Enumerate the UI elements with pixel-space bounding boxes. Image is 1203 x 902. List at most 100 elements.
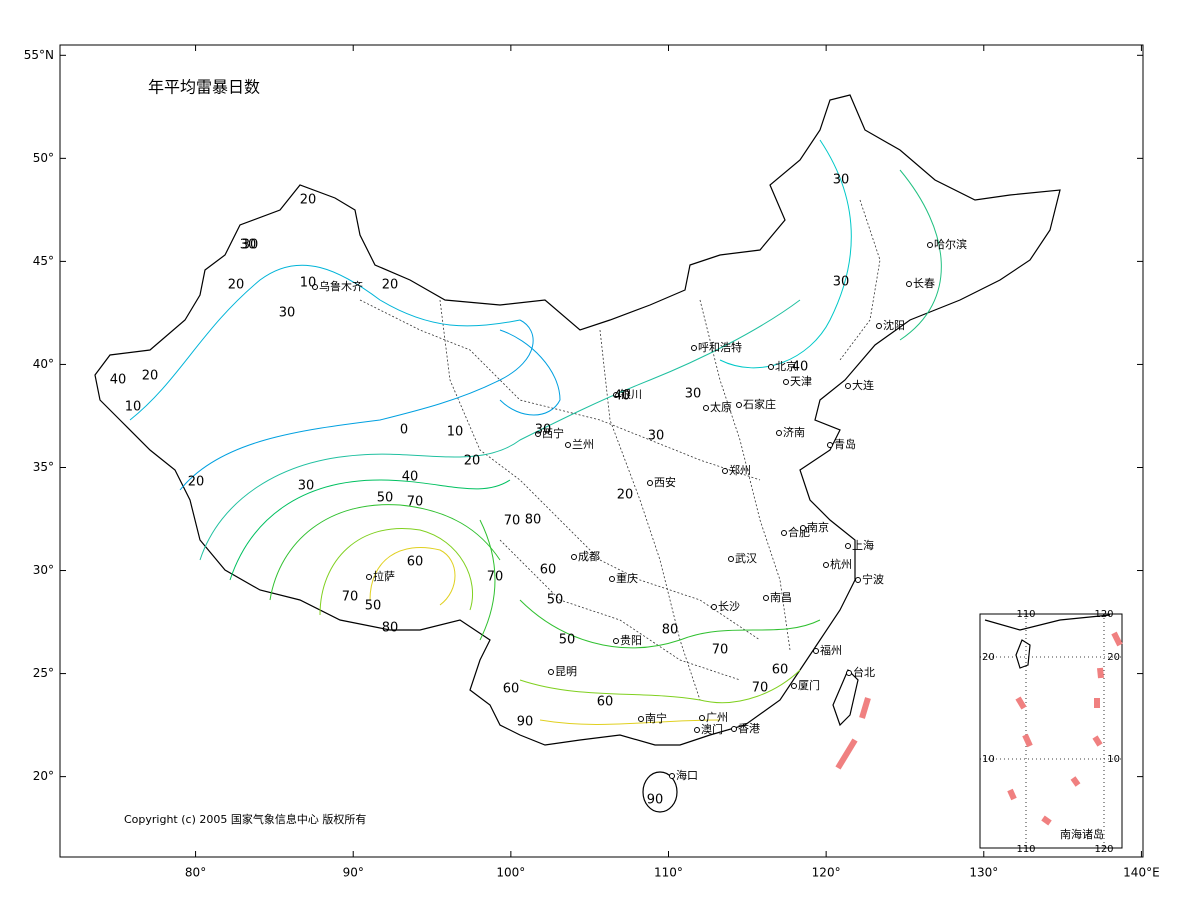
contour-label: 10	[300, 276, 317, 291]
dashed-boundary	[835, 631, 1123, 826]
contour-label: 80	[525, 513, 542, 528]
city-label: 福州	[820, 643, 842, 657]
city-label: 海口	[676, 768, 698, 782]
contour-label: 60	[407, 555, 424, 570]
city-marker	[731, 726, 737, 732]
y-tick-label: 55°N	[24, 48, 54, 62]
city-marker	[728, 556, 734, 562]
contour-label: 0	[400, 423, 408, 438]
contour-label: 10	[447, 425, 464, 440]
city-marker	[763, 595, 769, 601]
contour-label: 30	[240, 238, 257, 253]
city-label: 石家庄	[743, 397, 776, 411]
city-label: 西安	[654, 475, 676, 489]
city-label: 青岛	[834, 437, 856, 451]
contour-label: 70	[712, 643, 729, 658]
contour-label: 50	[559, 633, 576, 648]
contour-label: 10	[125, 400, 142, 415]
city-label: 宁波	[862, 572, 884, 586]
contour-label: 30	[685, 387, 702, 402]
city-marker	[548, 669, 554, 675]
city-label: 北京	[775, 359, 797, 373]
contour-label: 90	[647, 793, 664, 808]
contour-label: 60	[597, 695, 614, 710]
city-label: 乌鲁木齐	[319, 279, 363, 293]
x-tick-label: 130°	[969, 866, 998, 880]
contour-label: 40	[614, 389, 631, 404]
contour-label: 20	[188, 475, 205, 490]
contour-label: 80	[382, 621, 399, 636]
city-marker	[845, 543, 851, 549]
contour-label: 30	[833, 275, 850, 290]
x-tick-label: 80°	[185, 866, 206, 880]
taiwan-outline	[832, 668, 859, 727]
hainan-outline	[642, 771, 678, 813]
contour-label: 40	[402, 470, 419, 485]
city-marker	[823, 562, 829, 568]
city-label: 银川	[620, 387, 642, 401]
city-marker	[647, 480, 653, 486]
y-tick-label: 30°	[33, 563, 54, 577]
city-marker	[613, 392, 619, 398]
city-marker	[699, 715, 705, 721]
contour-label: 20	[382, 278, 399, 293]
city-marker	[827, 442, 833, 448]
city-marker	[638, 716, 644, 722]
contour-label: 70	[342, 590, 359, 605]
city-label: 大连	[852, 378, 874, 392]
y-tick-label: 50°	[33, 151, 54, 165]
inset-hainan	[1015, 639, 1031, 669]
y-tick-label: 35°	[33, 460, 54, 474]
city-marker	[791, 683, 797, 689]
contour-label: 60	[772, 663, 789, 678]
city-label: 厦门	[798, 678, 820, 692]
city-marker	[906, 281, 912, 287]
map-frame	[59, 44, 1144, 858]
inset-label: 20	[1107, 652, 1120, 663]
y-tick-label: 45°	[33, 254, 54, 268]
city-marker	[876, 323, 882, 329]
inset-title: 南海诸岛	[1060, 827, 1104, 841]
contour-label: 80	[662, 623, 679, 638]
city-marker	[613, 638, 619, 644]
city-label: 澳门	[701, 722, 723, 736]
contour-label: 40	[792, 360, 809, 375]
contour-label: 20	[464, 454, 481, 469]
city-marker	[366, 574, 372, 580]
inset-label: 110	[1016, 844, 1035, 855]
city-label: 济南	[783, 425, 805, 439]
city-label: 贵阳	[620, 634, 642, 647]
contour-label: 90	[517, 715, 534, 730]
city-label: 哈尔滨	[934, 237, 967, 251]
city-marker	[768, 364, 774, 370]
x-tick-label: 140°E	[1123, 866, 1160, 880]
city-label: 台北	[853, 665, 875, 679]
city-label: 拉萨	[373, 569, 395, 583]
city-marker	[736, 402, 742, 408]
city-label: 武汉	[735, 552, 757, 565]
city-label: 郑州	[729, 463, 751, 477]
contour-label: 20	[228, 278, 245, 293]
city-marker	[800, 525, 806, 531]
inset-coast	[984, 614, 1111, 631]
city-marker	[846, 670, 852, 676]
city-marker	[722, 468, 728, 474]
country-outline	[94, 94, 1061, 746]
x-tick-label: 110°	[654, 866, 683, 880]
contour-label: 70	[752, 681, 769, 696]
city-label: 太原	[710, 401, 732, 414]
map-title: 年平均雷暴日数	[148, 78, 260, 97]
inset-label: 120	[1094, 609, 1113, 620]
province-borders	[359, 199, 881, 701]
contour-label: 70	[407, 495, 424, 510]
city-label: 上海	[852, 538, 874, 552]
city-marker	[781, 530, 787, 536]
city-marker	[927, 242, 933, 248]
city-marker	[535, 431, 541, 437]
city-marker	[565, 442, 571, 448]
x-tick-label: 90°	[343, 866, 364, 880]
contour-label: 30	[279, 306, 296, 321]
inset-label: 120	[1094, 844, 1113, 855]
inset-frame	[979, 613, 1123, 849]
city-marker	[813, 648, 819, 654]
